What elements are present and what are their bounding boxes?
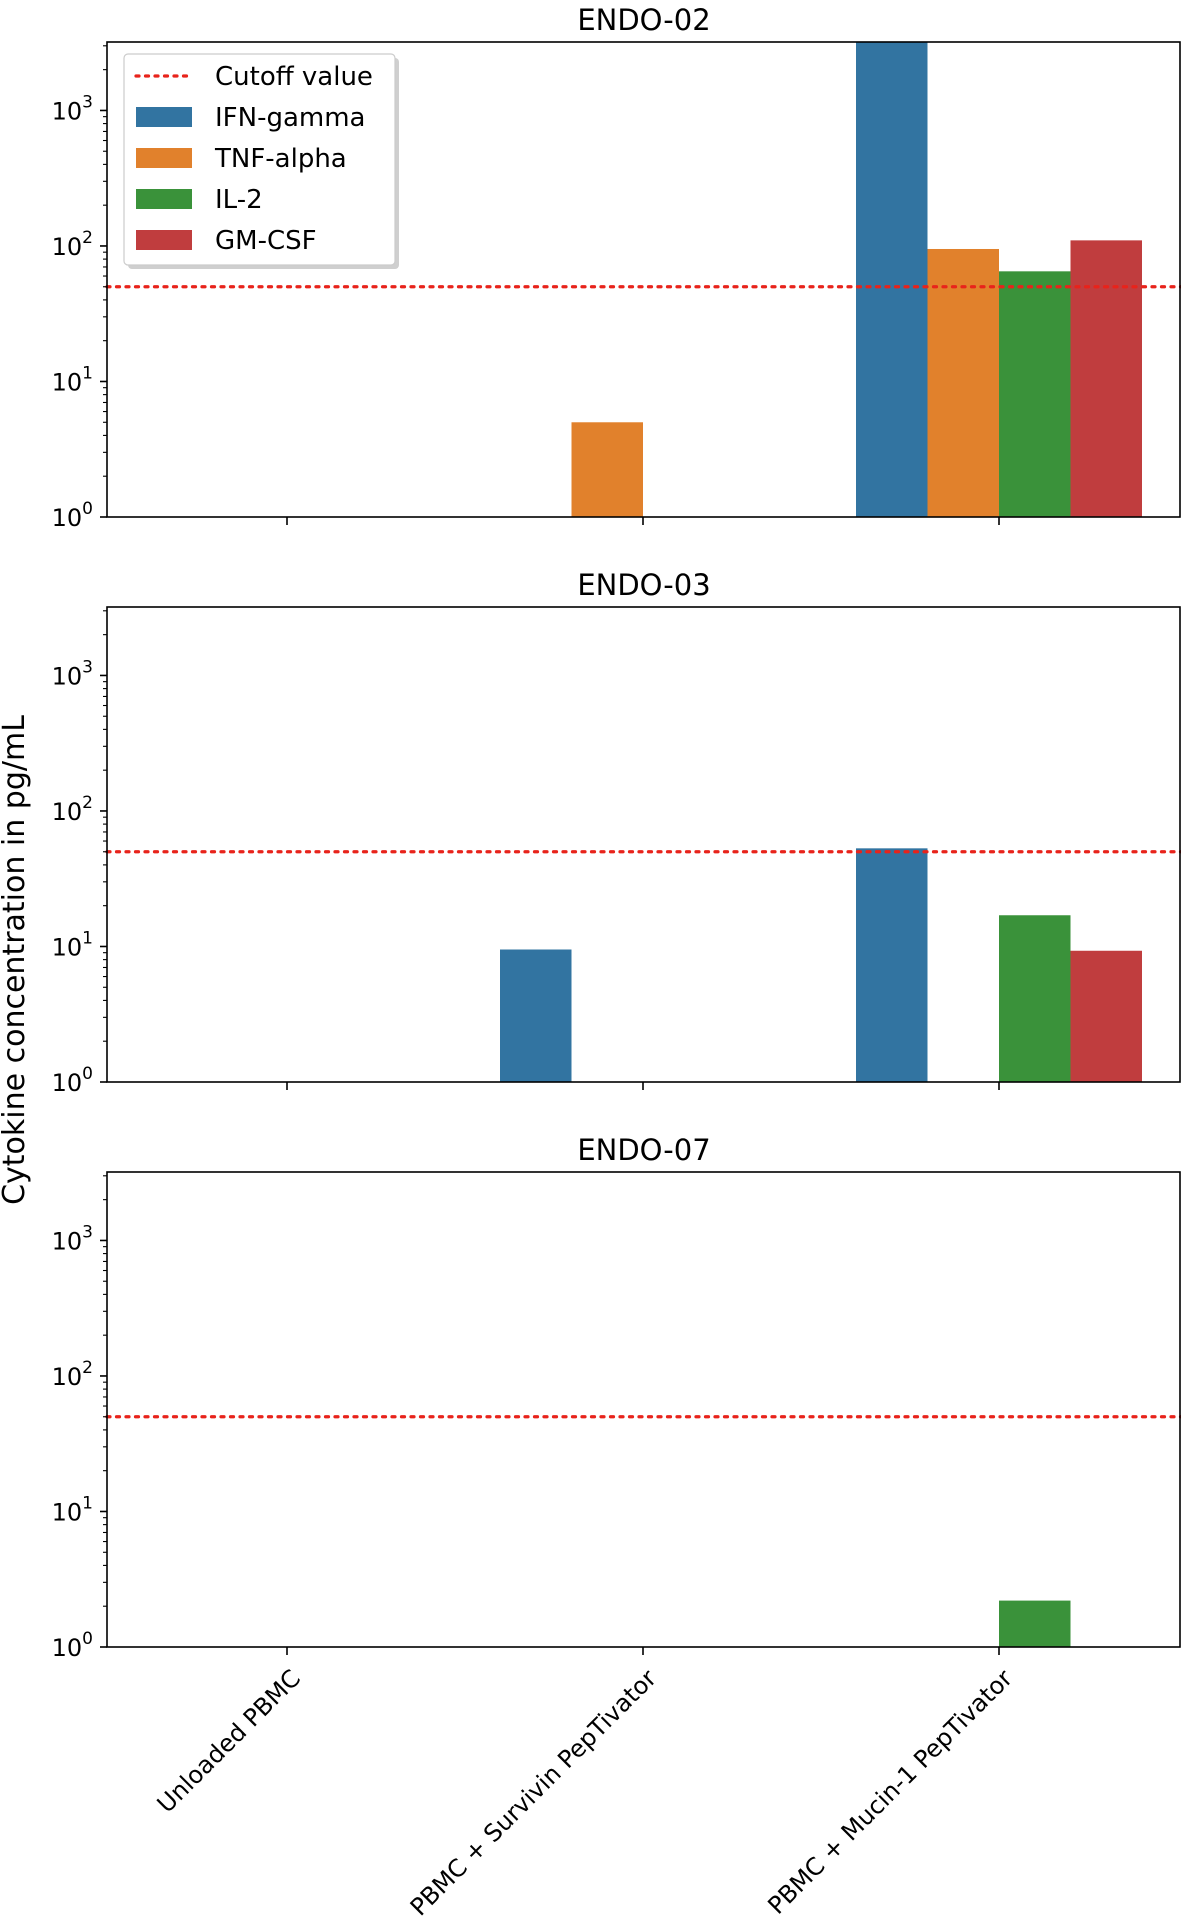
panels: ENDO-02 100 101 102 103 Cutoff value IFN-gamma… [52,3,1181,1921]
bar-ifn-gamma-2 [500,949,572,1082]
axes-frame [106,1171,1181,1648]
bar-gm-csf-3 [1070,950,1142,1082]
bar-tnf-alpha-3 [927,248,999,517]
legend-swatch-tnf-alpha [136,148,192,168]
x-tick-label: PBMC + Survivin PepTivator [405,1664,662,1921]
bar-il-2-3 [999,915,1071,1082]
bar-il-2-3 [999,1600,1071,1647]
legend-label: IFN-gamma [215,103,365,133]
panel-endo-03: ENDO-03 100 101 102 103 [52,568,1181,1097]
legend-swatch-ifn-gamma [136,107,192,127]
x-tick-label: Unloaded PBMC [152,1664,306,1818]
panel-title: ENDO-03 [577,568,710,602]
y-tick-label: 101 [52,1493,93,1526]
panel-title: ENDO-07 [577,1133,710,1167]
legend-box [123,53,396,266]
x-tick-label: PBMC + Mucin-1 PepTivator [762,1664,1018,1920]
y-tick-label: 103 [52,657,93,690]
y-tick-label: 102 [52,793,93,826]
y-tick-label: 103 [52,92,93,125]
legend-label: IL-2 [215,185,263,215]
bar-tnf-alpha-2 [571,422,643,517]
bar-ifn-gamma-3 [856,848,928,1082]
y-tick-label: 102 [52,228,93,261]
y-tick-label: 101 [52,363,93,396]
legend: Cutoff value IFN-gamma TNF-alpha IL-2 GM-CSF [123,53,399,269]
y-tick-label: 100 [52,1629,93,1662]
y-tick-label: 100 [52,1064,93,1097]
legend-label: TNF-alpha [214,144,347,174]
y-tick-label: 102 [52,1358,93,1391]
bar-il-2-3 [999,271,1071,517]
y-axis-label: Cytokine concentration in pg/mL [0,715,32,1205]
panel-endo-07: ENDO-07 100 101 102 103 Unloaded PBMC PBMC + S… [52,1133,1181,1921]
legend-swatch-gm-csf [136,230,192,250]
panel-endo-02: ENDO-02 100 101 102 103 Cutoff value IFN-gamma… [52,3,1181,532]
legend-label: Cutoff value [215,62,373,92]
bar-ifn-gamma-3 [856,42,928,517]
y-tick-label: 103 [52,1222,93,1255]
legend-label: GM-CSF [215,226,317,256]
y-tick-label: 100 [52,499,93,532]
bar-gm-csf-3 [1070,240,1142,517]
y-tick-label: 101 [52,928,93,961]
legend-swatch-il-2 [136,189,192,209]
panel-title: ENDO-02 [577,3,710,37]
